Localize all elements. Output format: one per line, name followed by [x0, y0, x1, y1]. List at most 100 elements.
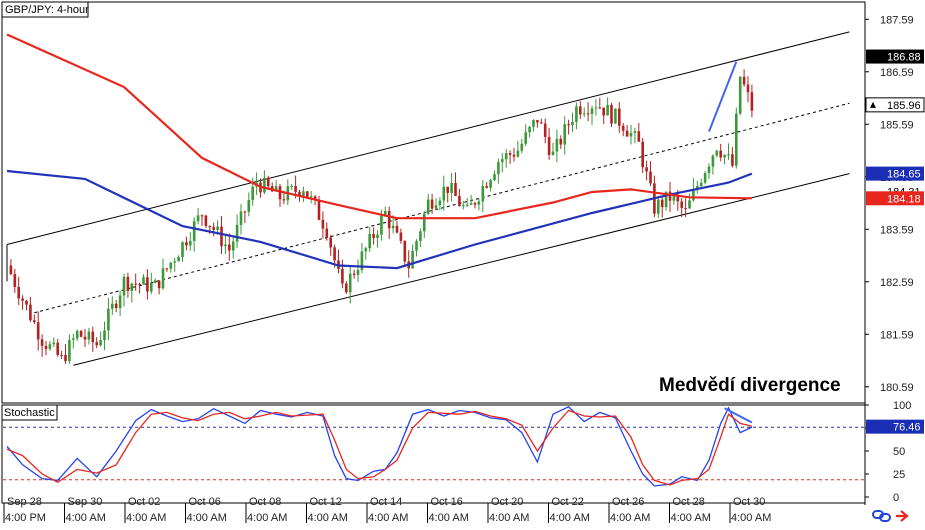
candle-body	[208, 225, 212, 228]
candle-body	[29, 304, 32, 321]
candle	[348, 266, 352, 304]
candle	[516, 140, 520, 158]
candle-body	[641, 141, 644, 168]
candle-body	[454, 182, 457, 196]
candle-body	[235, 224, 239, 242]
candle-body	[497, 162, 500, 175]
candle	[36, 311, 40, 351]
candle	[454, 172, 457, 197]
candle-body	[274, 186, 278, 192]
candle	[559, 135, 563, 149]
candle-body	[52, 342, 56, 345]
price-tag-label: 184.65	[887, 169, 921, 181]
candle	[735, 107, 738, 169]
candle	[629, 124, 633, 145]
stochastic-tag-label: 76.46	[893, 422, 921, 434]
candle-body	[341, 268, 344, 284]
candle	[497, 158, 500, 184]
candle	[614, 108, 617, 124]
candle-body	[302, 191, 305, 197]
candle-body	[356, 270, 360, 275]
date-tick-label: Oct 20	[491, 496, 523, 508]
candle	[469, 194, 473, 205]
candle-body	[372, 233, 375, 239]
candle-body	[512, 154, 516, 157]
candle	[423, 211, 426, 238]
candle-body	[524, 132, 527, 144]
candle-body	[676, 196, 680, 202]
candle-body	[391, 225, 395, 229]
stochastic-value-tag: 76.46	[866, 419, 924, 434]
candle-body	[107, 308, 110, 331]
candle-body	[699, 182, 703, 187]
candle	[434, 198, 438, 210]
candle	[329, 234, 332, 256]
candle-body	[64, 354, 67, 362]
candle-body	[637, 131, 641, 142]
candle-body	[442, 186, 446, 201]
candle-body	[329, 237, 332, 248]
candle-body	[485, 186, 488, 188]
candle-body	[423, 213, 426, 232]
candle	[738, 76, 742, 116]
candle	[64, 344, 67, 364]
candle-body	[150, 282, 153, 292]
channel-lower-line	[73, 173, 850, 366]
candle	[727, 143, 730, 160]
candle	[524, 124, 527, 147]
candle-body	[368, 233, 371, 249]
candle-body	[493, 174, 496, 181]
candle-body	[17, 287, 20, 299]
price-tag-186-88: 186.88	[866, 49, 924, 64]
date-tick-label: Oct 26	[612, 496, 644, 508]
candle-body	[173, 261, 176, 263]
candle	[680, 197, 683, 218]
candle	[703, 171, 707, 185]
candle	[696, 180, 699, 194]
candle	[551, 142, 555, 156]
candle-body	[200, 215, 204, 217]
candle	[746, 76, 750, 103]
arrow-right-icon[interactable]	[896, 510, 909, 522]
candle-body	[384, 210, 387, 216]
candle-body	[684, 207, 687, 209]
candle-body	[79, 330, 83, 337]
price-tick-label: 185.59	[880, 119, 914, 131]
price-plot	[6, 31, 850, 366]
date-tick-label: Oct 28	[673, 496, 705, 508]
candle	[68, 334, 71, 364]
candle	[415, 239, 418, 257]
candle-body	[582, 113, 586, 115]
candle	[645, 160, 648, 181]
candle-body	[438, 200, 442, 206]
candle	[75, 329, 79, 342]
candle	[536, 120, 539, 128]
candle-body	[181, 242, 184, 258]
candle-body	[36, 322, 40, 340]
candle-body	[719, 150, 722, 158]
candle-body	[481, 186, 485, 202]
price-tick-label: 182.59	[880, 277, 914, 289]
candle-body	[559, 138, 563, 145]
candle	[169, 261, 173, 273]
candle	[173, 258, 176, 272]
candle-body	[169, 262, 173, 269]
candle-body	[224, 244, 227, 247]
candle-body	[575, 106, 578, 122]
candle	[306, 191, 309, 198]
candle-body	[333, 247, 336, 261]
candle-body	[723, 155, 726, 158]
price-divergence-line	[708, 61, 738, 132]
candle-body	[715, 150, 719, 156]
candle	[719, 143, 722, 162]
price-tag-184-65: 184.65	[866, 166, 924, 181]
candle	[267, 175, 270, 189]
candle-body	[130, 283, 134, 291]
candle-body	[126, 276, 130, 291]
candle	[72, 333, 75, 349]
link-icon[interactable]	[872, 510, 891, 522]
candle-body	[40, 339, 44, 346]
stochastic-tick-label: 100	[893, 400, 911, 412]
candle-body	[520, 143, 524, 151]
